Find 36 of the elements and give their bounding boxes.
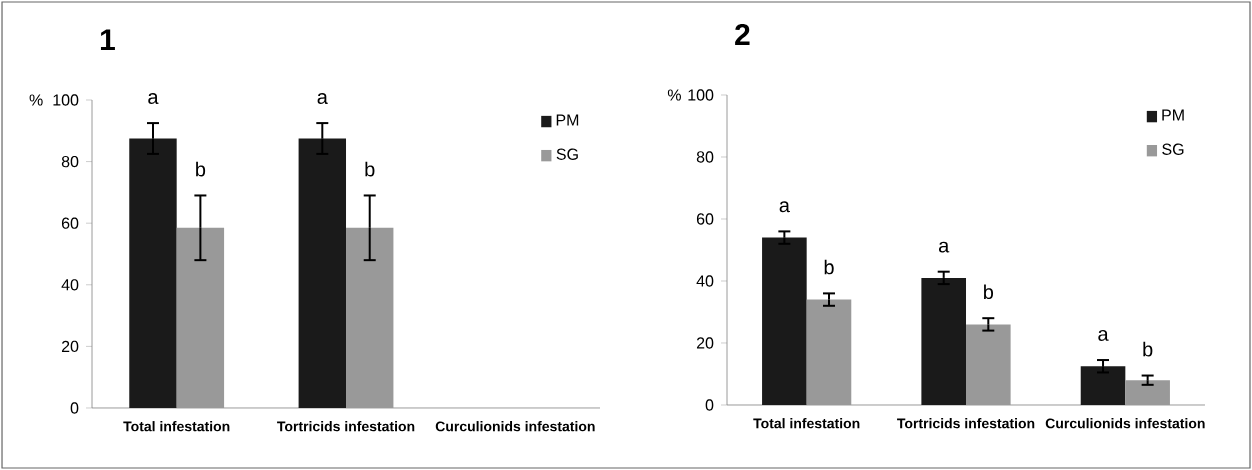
x-tick-label: Curculionids infestation: [1045, 418, 1205, 429]
annotation: b: [196, 161, 206, 177]
chart-title: 1: [100, 29, 115, 51]
y-tick-label: 40: [696, 275, 714, 287]
y-tick-label: 80: [696, 151, 714, 163]
y-tick-label: 100: [688, 89, 714, 101]
y-tick-label: 0: [70, 402, 79, 414]
x-tick-label: Total infestation: [123, 421, 230, 432]
x-tick-label: Tortricids infestation: [277, 421, 415, 432]
y-tick-label: 60: [61, 217, 79, 229]
y-tick-label: 20: [696, 337, 714, 349]
annotation: b: [824, 259, 834, 275]
x-tick-label: Total infestation: [753, 418, 860, 429]
legend-label: PM: [556, 114, 579, 126]
legend-label: SG: [556, 148, 578, 160]
annotation: b: [984, 284, 994, 300]
annotation: a: [938, 241, 950, 253]
annotation: b: [1143, 341, 1153, 357]
annotation: b: [365, 161, 375, 177]
legend-label: SG: [1162, 143, 1184, 155]
y-tick-label: 80: [61, 155, 79, 168]
y-axis-title: %: [29, 94, 43, 106]
x-tick-label: Curculionids infestation: [435, 421, 595, 432]
chart-title: 2: [735, 23, 750, 45]
y-axis-title: %: [667, 89, 681, 101]
y-tick-label: 100: [53, 94, 79, 106]
y-tick-label: 60: [696, 213, 714, 225]
annotation: a: [148, 93, 159, 105]
legend-label: PM: [1162, 109, 1184, 121]
annotation: a: [1098, 330, 1109, 341]
y-tick-label: 0: [705, 399, 714, 411]
y-tick-label: 20: [61, 340, 79, 353]
annotation: a: [779, 201, 790, 213]
annotation: a: [317, 93, 328, 105]
x-tick-label: Tortricids infestation: [897, 418, 1035, 429]
y-tick-label: 40: [61, 279, 79, 291]
